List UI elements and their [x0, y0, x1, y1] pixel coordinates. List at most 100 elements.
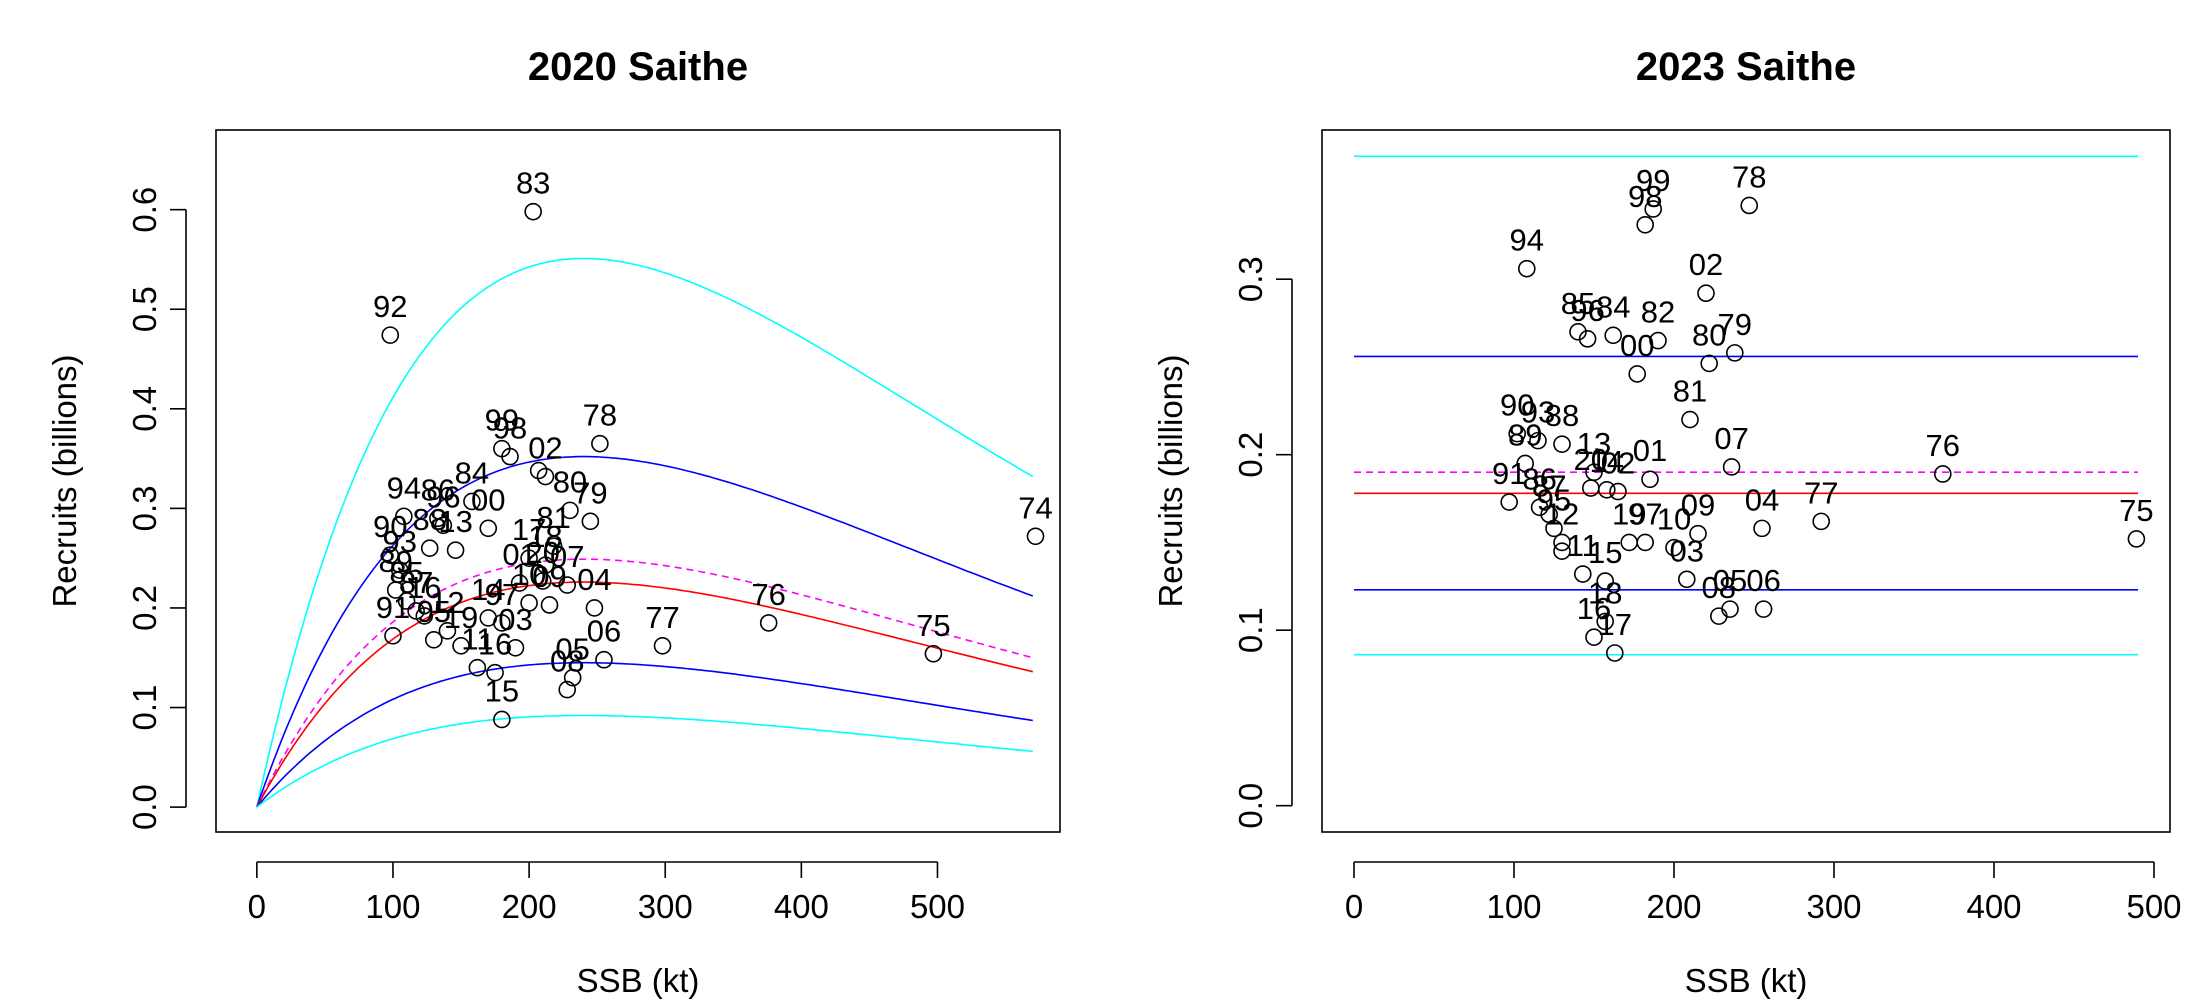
point-label: 81: [536, 500, 570, 535]
point-label: 18: [1588, 575, 1622, 610]
point-label: 03: [1670, 533, 1704, 568]
point-label: 98: [493, 411, 527, 446]
data-point: [452, 636, 470, 655]
data-point: [415, 607, 434, 625]
plot-frame: [1321, 129, 2171, 833]
point-label: 85: [389, 555, 423, 590]
data-point: [533, 572, 552, 590]
data-point: [1500, 493, 1518, 511]
data-point: [395, 507, 413, 526]
data-point: [1628, 365, 1646, 383]
point-label: 02: [528, 431, 562, 466]
data-point: [1553, 435, 1571, 453]
point-label: 97: [485, 577, 519, 612]
data-point: [2127, 530, 2146, 548]
y-tick-label: 0.2: [126, 585, 163, 631]
point-label: 86: [1522, 461, 1556, 496]
plot-frame: [215, 129, 1061, 833]
sr-curve: [256, 661, 1033, 808]
point-label: 18: [528, 519, 562, 554]
point-label: 20: [1574, 442, 1608, 477]
point-label: 13: [438, 504, 472, 539]
data-point: [520, 594, 538, 612]
chart-title: 2020 Saithe: [528, 45, 748, 89]
data-point: [581, 512, 600, 531]
data-point: [1553, 533, 1571, 552]
x-tick-label: 400: [774, 888, 829, 925]
data-point: [1689, 524, 1707, 543]
data-point: [1721, 600, 1739, 618]
data-point: [1649, 331, 1667, 350]
point-label: 75: [916, 608, 950, 643]
point-label: 78: [1732, 159, 1766, 194]
point-label: 79: [573, 475, 607, 510]
point-label: 07: [550, 539, 584, 574]
point-label: 04: [577, 562, 611, 597]
point-label: 83: [516, 166, 550, 201]
point-label: 99: [485, 403, 519, 438]
data-point: [1678, 570, 1696, 589]
data-point: [1812, 512, 1830, 531]
data-point: [529, 461, 548, 480]
x-tick-label: 400: [1966, 888, 2021, 925]
point-label: 92: [373, 289, 407, 324]
point-label: 19: [1612, 496, 1646, 531]
point-label: 93: [1521, 395, 1555, 430]
data-point: [1516, 454, 1534, 473]
data-point: [381, 326, 400, 344]
data-point: [1665, 538, 1683, 557]
data-point: [384, 627, 402, 645]
point-label: 76: [751, 577, 785, 612]
point-label: 84: [455, 455, 489, 490]
data-point: [486, 663, 504, 682]
point-label: 15: [1588, 535, 1622, 570]
sr-curve: [256, 558, 1033, 808]
data-point: [1585, 628, 1603, 646]
data-point: [479, 519, 498, 538]
point-label: 11: [461, 622, 493, 657]
point-label: 19: [444, 600, 478, 635]
point-label: 09: [1681, 488, 1715, 523]
point-label: 13: [1577, 426, 1611, 461]
point-label: 98: [1628, 179, 1662, 214]
x-axis-title: SSB (kt): [1685, 962, 1808, 999]
data-point: [561, 501, 579, 520]
point-label: 90: [373, 509, 407, 544]
data-point: [1596, 572, 1614, 590]
point-label: 93: [383, 524, 417, 559]
y-axis-title: Recruits (billions): [1152, 354, 1189, 607]
y-tick-label: 0.3: [126, 485, 163, 531]
y-tick-label: 0.3: [1232, 256, 1269, 302]
y-tick-label: 0.1: [126, 685, 163, 731]
data-point: [1574, 565, 1592, 583]
point-label: 05: [1713, 563, 1747, 598]
data-point: [1569, 323, 1587, 341]
data-point: [1754, 600, 1773, 618]
point-label: 14: [471, 572, 505, 607]
x-axis-title: SSB (kt): [577, 962, 700, 999]
data-point: [524, 202, 542, 221]
point-label: 10: [1657, 502, 1691, 537]
point-label: 12: [430, 585, 464, 620]
data-point: [434, 516, 453, 535]
point-label: 85: [1561, 286, 1595, 321]
point-label: 01: [502, 537, 536, 572]
point-label: 87: [1532, 468, 1566, 503]
y-tick-label: 0.1: [1232, 607, 1269, 653]
data-point: [493, 710, 511, 729]
point-label: 01: [1633, 433, 1667, 468]
y-tick-label: 0.0: [1232, 783, 1269, 829]
sr-curve: [256, 455, 1034, 808]
x-tick-label: 500: [2126, 888, 2181, 925]
point-label: 77: [645, 600, 679, 635]
point-label: 09: [532, 559, 566, 594]
data-point: [1508, 424, 1526, 443]
x-tick-label: 0: [248, 888, 266, 925]
point-label: 95: [417, 594, 451, 629]
y-tick-label: 0.5: [126, 286, 163, 332]
data-point: [1636, 533, 1654, 552]
y-tick-label: 0.2: [1232, 432, 1269, 478]
data-point: [1529, 431, 1547, 450]
